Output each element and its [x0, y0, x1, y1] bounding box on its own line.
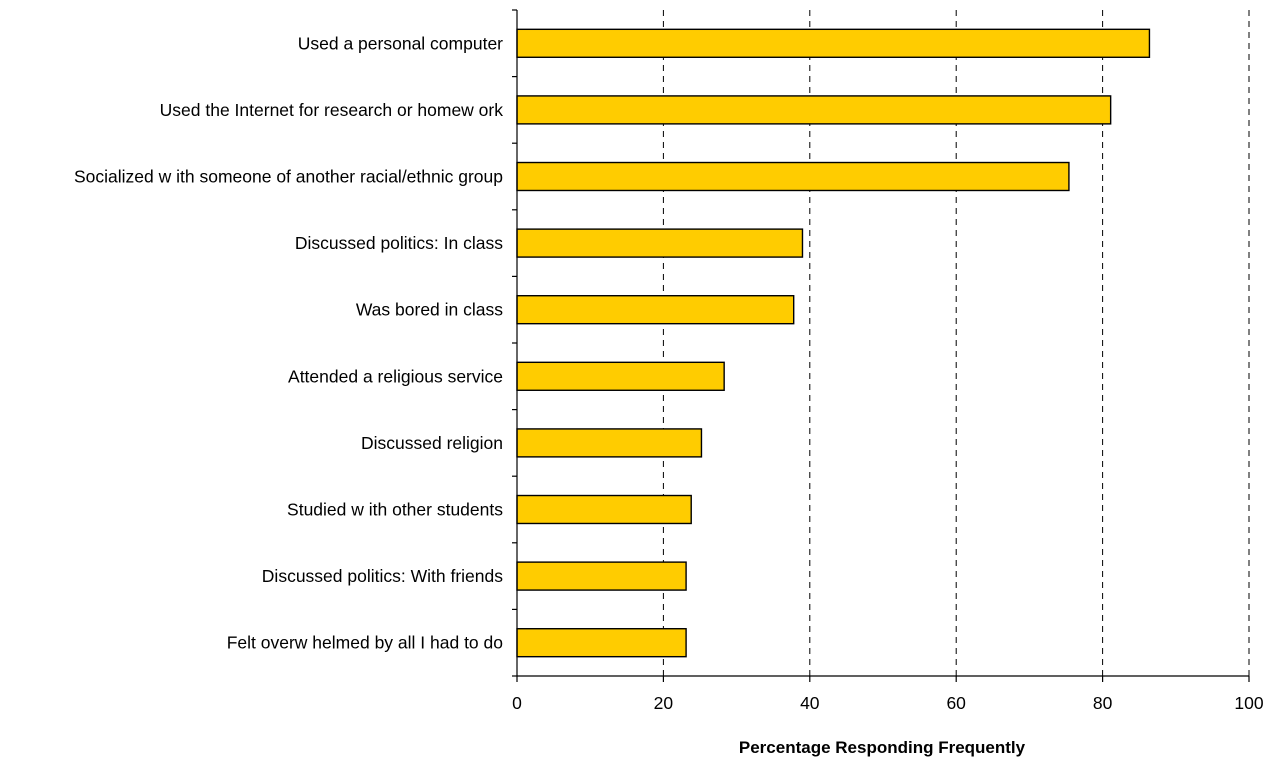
bar-10	[516, 628, 687, 658]
bar-3	[516, 161, 1070, 192]
category-label: Socialized w ith someone of another raci…	[74, 167, 503, 187]
x-tick-label: 40	[800, 693, 820, 713]
category-label: Studied w ith other students	[287, 500, 503, 520]
category-label: Discussed religion	[361, 433, 503, 453]
bar-6	[516, 361, 725, 391]
category-label: Used a personal computer	[298, 33, 503, 53]
bar-2	[516, 95, 1112, 125]
x-tick-label: 80	[1093, 693, 1113, 713]
axis-layer	[512, 9, 1250, 682]
bar-8	[516, 494, 692, 525]
category-label: Used the Internet for research or homew …	[160, 100, 504, 120]
bar-9	[516, 561, 687, 591]
x-tick-label: 20	[654, 693, 674, 713]
x-tick-label: 0	[512, 693, 522, 713]
label-layer: Used a personal computer Used the Interne…	[74, 33, 1264, 713]
category-label: Felt overw helmed by all I had to do	[227, 633, 503, 653]
bar-1	[516, 28, 1151, 58]
x-tick-label: 60	[946, 693, 966, 713]
x-tick-label: 100	[1234, 693, 1263, 713]
category-label: Was bored in class	[356, 300, 503, 320]
bar-7	[516, 428, 703, 458]
category-label: Attended a religious service	[288, 366, 503, 386]
x-axis-title: Percentage Responding Frequently	[739, 738, 1026, 757]
bar-5	[516, 295, 795, 325]
category-label: Discussed politics: With friends	[262, 566, 503, 586]
bar-layer	[516, 28, 1151, 658]
bar-4	[516, 228, 804, 258]
category-label: Discussed politics: In class	[295, 233, 503, 253]
